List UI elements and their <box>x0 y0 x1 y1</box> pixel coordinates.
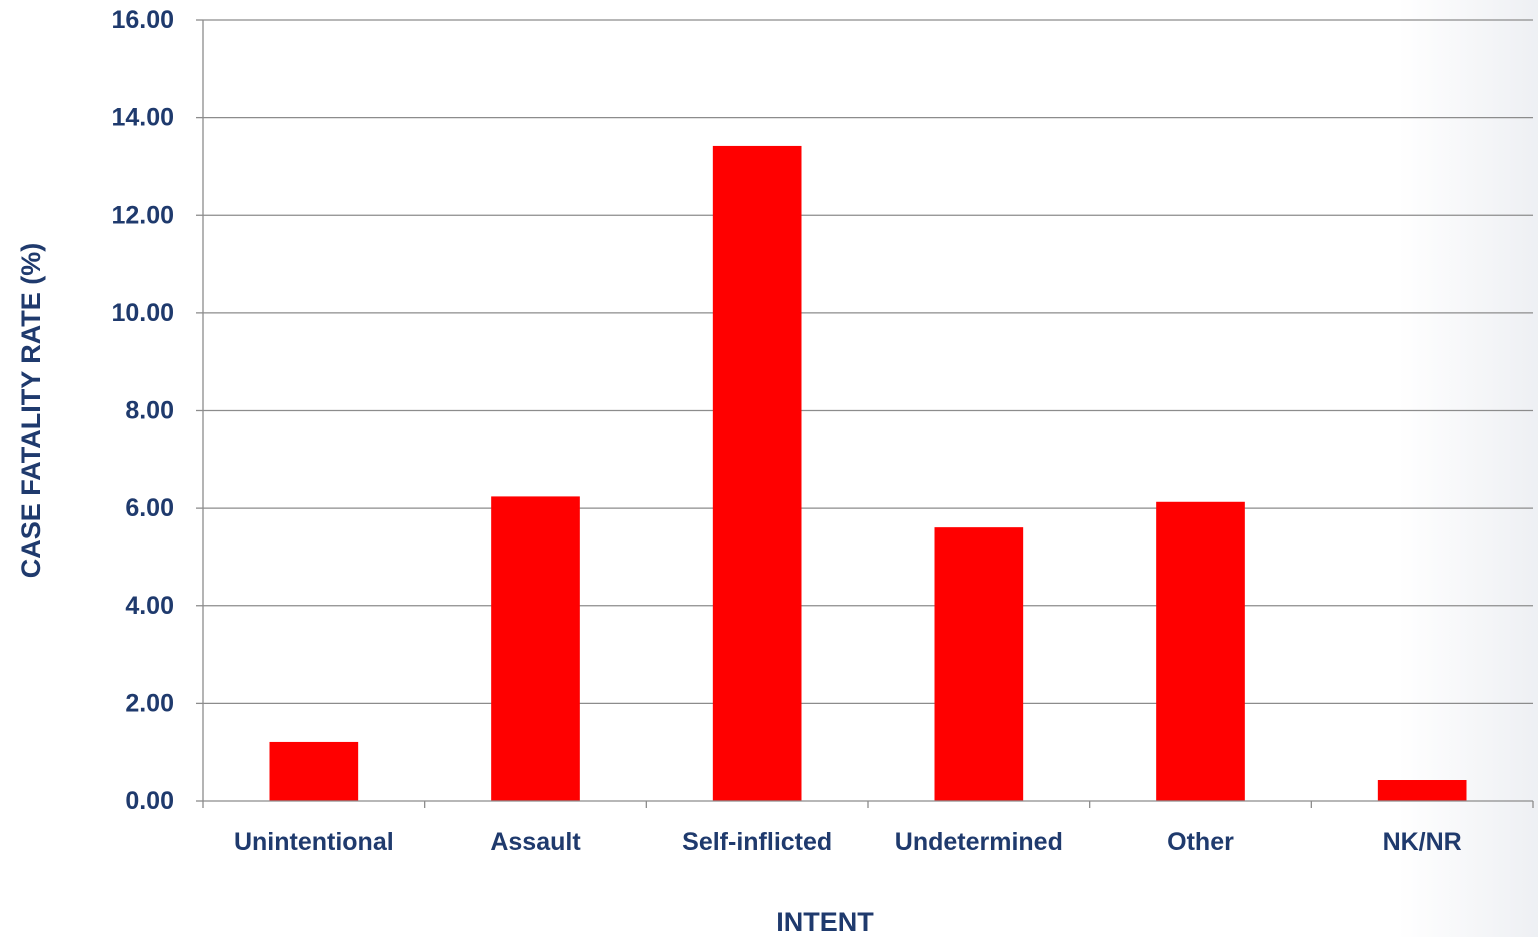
x-tick-label: Self-inflicted <box>682 828 832 856</box>
y-axis-title: CASE FATALITY RATE (%) <box>16 243 46 579</box>
x-axis-title: INTENT <box>776 907 874 937</box>
x-tick-label: NK/NR <box>1383 828 1462 856</box>
x-tick-labels: Unintentional Assault Self-inflicted Undete… <box>234 828 1462 856</box>
bars <box>269 145 1467 801</box>
bar-unintentional <box>269 741 359 801</box>
y-tick-label: 14.00 <box>111 104 174 132</box>
y-tick-label: 4.00 <box>125 592 174 620</box>
bar-assault <box>491 496 580 801</box>
y-tick-label: 8.00 <box>125 397 174 425</box>
y-tick-label: 12.00 <box>111 201 174 229</box>
x-tick-label: Assault <box>490 828 581 856</box>
y-tick-labels: 0.00 2.00 4.00 6.00 8.00 10.00 12.00 14.00 16.00 <box>111 6 174 815</box>
x-tick-label: Other <box>1167 828 1234 856</box>
bar-undetermined <box>934 527 1024 801</box>
y-tick-label: 6.00 <box>125 494 174 522</box>
bar-nk-nr <box>1377 780 1467 801</box>
bar-self-inflicted <box>712 145 802 801</box>
bar-other <box>1156 501 1245 801</box>
x-tick-label: Undetermined <box>895 828 1063 856</box>
y-tick-label: 2.00 <box>125 689 174 717</box>
axes <box>196 19 1534 808</box>
x-tick-label: Unintentional <box>234 828 394 856</box>
y-tick-label: 10.00 <box>111 299 174 327</box>
y-tick-label: 16.00 <box>111 6 174 34</box>
gridlines <box>203 19 1533 705</box>
y-tick-label: 0.00 <box>125 787 174 815</box>
